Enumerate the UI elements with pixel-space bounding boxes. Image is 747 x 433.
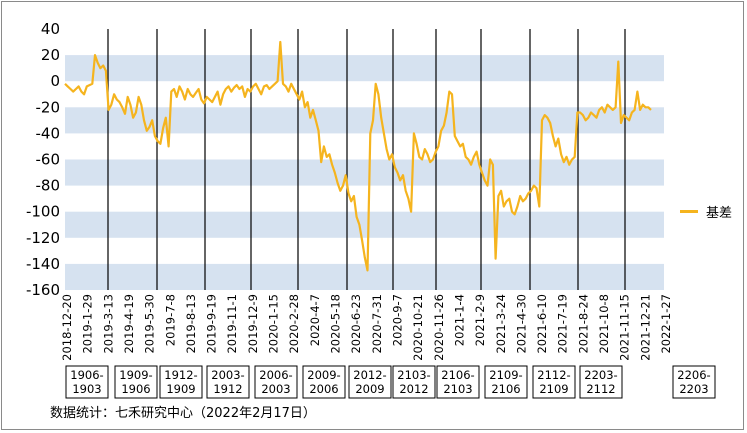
y-tick-label: -20	[36, 98, 61, 116]
background-band	[65, 211, 664, 238]
contract-box	[579, 365, 623, 399]
contract-box	[484, 365, 528, 399]
contract-label: 2106-	[441, 368, 474, 382]
contract-label: 1909-	[119, 368, 152, 382]
contract-label: 1912	[213, 382, 242, 396]
x-tick-label: 2018-12-20	[60, 294, 74, 361]
contract-box	[672, 365, 716, 399]
contract-box	[114, 365, 158, 399]
contract-label: 2109-	[489, 368, 522, 382]
x-tick-label: 2021-10-8	[597, 294, 611, 354]
contract-label: 2112	[586, 382, 615, 396]
x-tick-label: 2021-12-21	[638, 294, 652, 361]
contract-label: 1912-	[164, 368, 197, 382]
contract-box	[392, 365, 436, 399]
contract-box	[206, 365, 250, 399]
y-tick-label: 0	[50, 72, 60, 90]
contract-label: 2012-	[353, 368, 386, 382]
x-tick-label: 2020-11-26	[432, 294, 446, 361]
x-tick-label: 2019-4-19	[122, 294, 136, 354]
contract-label: 2206-	[677, 368, 710, 382]
contract-label: 2009	[355, 382, 384, 396]
contract-label: 1906-	[70, 368, 103, 382]
data-source-note: 数据统计：七禾研究中心（2022年2月17日）	[50, 406, 316, 421]
x-tick-label: 2019-7-8	[163, 294, 177, 346]
contract-label: 2006-	[259, 368, 292, 382]
x-tick-label: 2020-4-7	[308, 294, 322, 346]
y-tick-label: -40	[36, 124, 61, 142]
contract-box	[65, 365, 109, 399]
x-tick-label: 2020-10-21	[411, 294, 425, 361]
contract-label: 2203-	[584, 368, 617, 382]
y-tick-label: -160	[26, 281, 60, 299]
contract-label: 2103	[443, 382, 472, 396]
contract-label: 2103-	[397, 368, 430, 382]
x-tick-label: 2019-3-13	[101, 294, 115, 354]
y-tick-label: -100	[26, 203, 60, 221]
x-tick-label: 2021-8-24	[576, 294, 590, 354]
x-tick-label: 2019-5-30	[143, 294, 157, 354]
contract-label: 2203	[679, 382, 708, 396]
x-tick-label: 2019-8-13	[184, 294, 198, 354]
y-tick-label: -120	[26, 229, 60, 247]
background-band	[65, 55, 664, 82]
x-tick-label: 2021-3-24	[494, 294, 508, 354]
x-tick-label: 2021-1-4	[452, 294, 466, 346]
x-tick-label: 2021-6-10	[535, 294, 549, 354]
basis-series-line	[64, 40, 652, 272]
contract-box	[302, 365, 346, 399]
contract-label: 1909	[166, 382, 195, 396]
y-tick-label: -140	[26, 255, 60, 273]
contract-label: 2006	[309, 382, 338, 396]
y-tick-label: -80	[36, 177, 61, 195]
x-tick-label: 2022-1-27	[659, 294, 673, 354]
y-tick-label: -60	[36, 151, 61, 169]
x-tick-label: 2020-5-18	[329, 294, 343, 354]
legend-label: 基差	[706, 206, 733, 221]
contract-label: 2003	[261, 382, 290, 396]
x-tick-label: 2021-11-15	[618, 294, 632, 361]
x-tick-label: 2020-1-15	[267, 294, 281, 354]
contract-label: 2009-	[307, 368, 340, 382]
x-tick-label: 2020-2-28	[287, 294, 301, 354]
contract-box	[436, 365, 480, 399]
chart-legend: 基差	[680, 202, 732, 221]
x-tick-label: 2021-7-19	[556, 294, 570, 354]
contract-label: 2106	[491, 382, 520, 396]
x-tick-label: 2021-4-30	[514, 294, 528, 354]
x-tick-label: 2019-11-1	[225, 294, 239, 354]
x-tick-label: 2019-9-19	[205, 294, 219, 354]
contract-box	[348, 365, 392, 399]
x-tick-label: 2020-9-7	[390, 294, 404, 346]
x-tick-label: 2020-7-31	[370, 294, 384, 354]
contract-box	[532, 365, 576, 399]
background-band	[65, 159, 664, 186]
contract-label: 2109	[539, 382, 568, 396]
legend-swatch	[680, 210, 698, 213]
x-tick-label: 2019-1-29	[81, 294, 95, 354]
x-tick-label: 2021-2-9	[473, 294, 487, 346]
y-tick-label: 40	[41, 20, 60, 38]
contract-box	[159, 365, 203, 399]
contract-label: 1906	[121, 382, 150, 396]
contract-label: 1903	[72, 382, 101, 396]
background-band	[65, 263, 664, 290]
y-tick-label: 20	[41, 46, 60, 64]
contract-label: 2003-	[211, 368, 244, 382]
contract-label: 2012	[399, 382, 428, 396]
contract-label: 2112-	[537, 368, 570, 382]
x-tick-label: 2019-12-9	[246, 294, 260, 354]
x-tick-label: 2020-6-23	[349, 294, 363, 354]
contract-box	[254, 365, 298, 399]
